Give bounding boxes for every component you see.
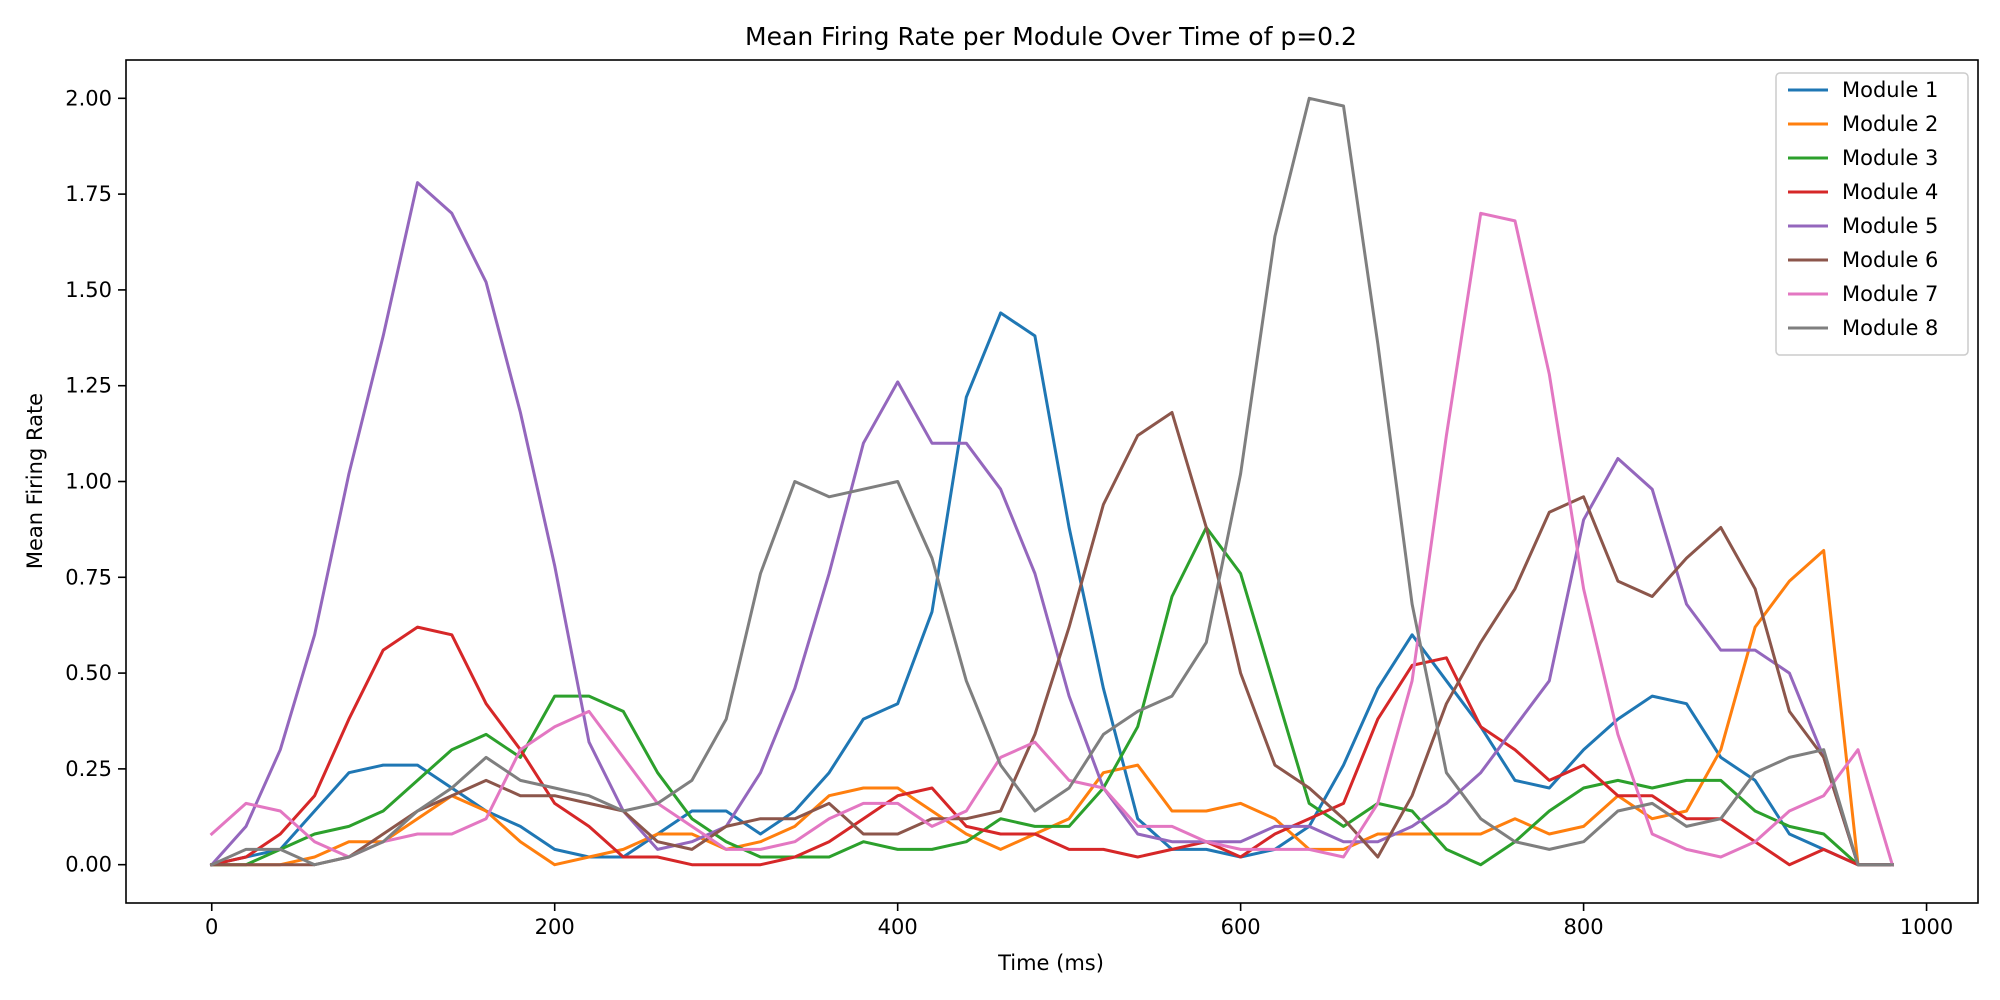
x-axis-label: Time (ms) xyxy=(997,951,1104,975)
series-line-module-3 xyxy=(210,526,1894,867)
legend-label: Module 7 xyxy=(1842,282,1938,306)
y-tick-label: 0.75 xyxy=(65,565,112,589)
plot-area xyxy=(209,96,1895,867)
legend-label: Module 8 xyxy=(1842,316,1938,340)
legend: Module 1 Module 2 Module 3 Module 4 Module 5… xyxy=(1775,72,1969,356)
legend-label: Module 1 xyxy=(1842,78,1938,102)
y-tick-label: 1.25 xyxy=(65,374,112,398)
y-tick-label: 1.75 xyxy=(65,182,112,206)
x-axis: 0 200 400 600 800 1000 xyxy=(205,903,1953,939)
legend-label: Module 3 xyxy=(1842,146,1938,170)
chart-title: Mean Firing Rate per Module Over Time of… xyxy=(745,22,1357,51)
y-tick-label: 0.00 xyxy=(65,853,112,877)
series-line-module-5 xyxy=(209,181,1894,867)
x-tick-label: 200 xyxy=(535,915,575,939)
legend-box xyxy=(1775,72,1969,356)
legend-label: Module 4 xyxy=(1842,180,1938,204)
legend-label: Module 2 xyxy=(1842,112,1938,136)
y-tick-label: 1.00 xyxy=(65,470,112,494)
series-line-module-8 xyxy=(209,96,1894,867)
x-tick-label: 800 xyxy=(1564,915,1604,939)
series-line-module-4 xyxy=(209,625,1894,867)
y-axis: 0.00 0.25 0.50 0.75 1.00 1.25 1.50 1.75 2.00 xyxy=(65,86,126,877)
series-line-module-7 xyxy=(209,211,1895,867)
plot-frame xyxy=(125,59,1979,904)
x-tick-label: 0 xyxy=(205,915,218,939)
series-line-module-2 xyxy=(210,549,1894,867)
y-tick-label: 1.50 xyxy=(65,278,112,302)
series-line-module-1 xyxy=(209,311,1894,867)
series-line-module-6 xyxy=(210,411,1894,867)
y-tick-label: 0.50 xyxy=(65,661,112,685)
y-axis-label: Mean Firing Rate xyxy=(23,393,47,569)
y-tick-label: 2.00 xyxy=(65,86,112,110)
x-tick-label: 600 xyxy=(1221,915,1261,939)
x-tick-label: 400 xyxy=(878,915,918,939)
legend-label: Module 6 xyxy=(1842,248,1938,272)
x-tick-label: 1000 xyxy=(1900,915,1953,939)
legend-label: Module 5 xyxy=(1842,214,1938,238)
y-tick-label: 0.25 xyxy=(65,757,112,781)
